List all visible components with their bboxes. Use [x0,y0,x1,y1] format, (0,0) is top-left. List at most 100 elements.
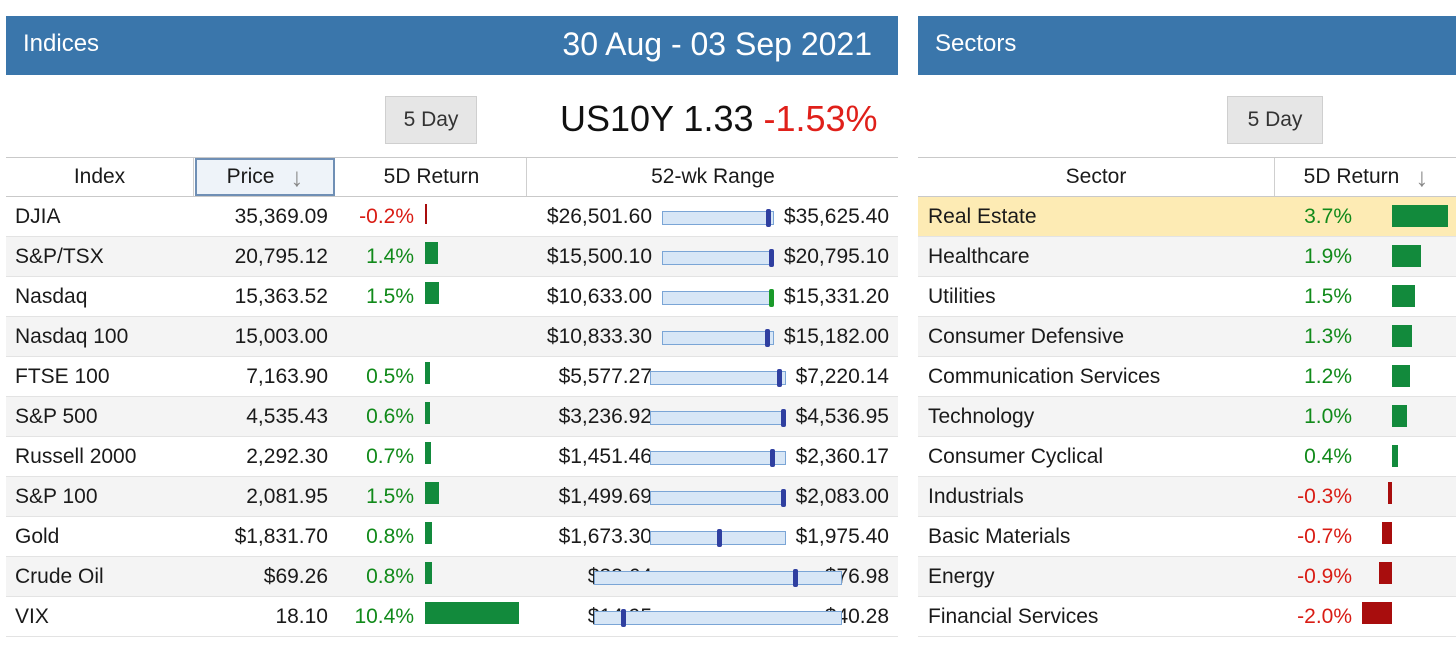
index-price: 2,292.30 [246,445,328,468]
sectors-table-header: Sector 5D Return ↓ [918,157,1456,197]
range-track [650,489,786,507]
col-sector-label: Sector [1065,165,1127,188]
range-high: $20,795.10 [783,245,889,268]
range-high: $35,625.40 [783,205,889,228]
index-name: Crude Oil [15,565,104,588]
range-high: $1,975.40 [795,525,889,548]
index-price: $69.26 [263,565,328,588]
col-sector-return-header[interactable]: 5D Return ↓ [1276,158,1456,196]
index-price: 2,081.95 [246,485,328,508]
table-row[interactable]: Utilities 1.5% [918,277,1456,317]
sector-name: Industrials [928,485,1024,508]
indices-table: Index Price ↓ 5D Return 52-wk Range DJIA… [6,157,898,637]
col-52wk-range-header[interactable]: 52-wk Range [528,158,898,196]
return-bar [425,562,433,584]
range-low: $10,833.30 [546,325,652,348]
col-price-header[interactable]: Price ↓ [195,158,335,196]
index-name: Nasdaq 100 [15,325,129,348]
indices-5day-button[interactable]: 5 Day [385,96,477,144]
table-row[interactable]: Real Estate 3.7% [918,197,1456,237]
col-index-label: Index [73,165,126,188]
table-row[interactable]: Gold $1,831.70 0.8% $1,673.30 $1,975.40 [6,517,898,557]
return-bar [425,522,433,544]
index-price: 15,363.52 [234,285,328,308]
table-row[interactable]: Energy -0.9% [918,557,1456,597]
range-low: $1,673.30 [558,525,652,548]
sector-name: Technology [928,405,1035,428]
range-low: $3,236.92 [558,405,652,428]
range-marker [776,369,782,387]
return-bar [425,282,439,304]
table-row[interactable]: Financial Services -2.0% [918,597,1456,637]
sector-5d-return: -0.7% [1297,525,1352,548]
table-row[interactable]: S&P/TSX 20,795.12 1.4% $15,500.10 $20,795.10 [6,237,898,277]
sector-return-bar [1392,205,1448,227]
range-track [662,289,774,307]
index-price: 20,795.12 [234,245,328,268]
return-bar [425,402,431,424]
index-name: DJIA [15,205,61,228]
us10y-label: US10Y 1.33 [560,98,754,139]
sector-return-bar [1387,482,1392,504]
sectors-rows: Real Estate 3.7% Healthcare 1.9% Utilities 1.… [918,197,1456,637]
sector-5d-return: 1.2% [1304,365,1352,388]
return-bar [425,362,430,384]
table-row[interactable]: Nasdaq 100 15,003.00 $10,833.30 $15,182.00 [6,317,898,357]
sector-5d-return: 1.3% [1304,325,1352,348]
table-row[interactable]: Nasdaq 15,363.52 1.5% $10,633.00 $15,331.20 [6,277,898,317]
table-row[interactable]: S&P 500 4,535.43 0.6% $3,236.92 $4,536.95 [6,397,898,437]
range-low: $5,577.27 [558,365,652,388]
index-5d-return: 1.5% [366,485,414,508]
range-marker [716,529,722,547]
index-price: 7,163.90 [246,365,328,388]
sector-5d-return: 1.9% [1304,245,1352,268]
index-name: S&P 500 [15,405,98,428]
index-name: Russell 2000 [15,445,137,468]
col-index-header[interactable]: Index [6,158,194,196]
index-price: $1,831.70 [234,525,328,548]
indices-header: Indices 30 Aug - 03 Sep 2021 [6,16,898,75]
table-row[interactable]: Consumer Defensive 1.3% [918,317,1456,357]
indices-table-header: Index Price ↓ 5D Return 52-wk Range [6,157,898,197]
sectors-header: Sectors [918,16,1456,75]
table-row[interactable]: Healthcare 1.9% [918,237,1456,277]
col-5d-return-header[interactable]: 5D Return [337,158,527,196]
sector-name: Communication Services [928,365,1161,388]
table-row[interactable]: DJIA 35,369.09 -0.2% $26,501.60 $35,625.40 [6,197,898,237]
table-row[interactable]: Technology 1.0% [918,397,1456,437]
sector-name: Real Estate [928,205,1037,228]
index-name: VIX [15,605,49,628]
index-price: 15,003.00 [234,325,328,348]
sectors-table: Sector 5D Return ↓ Real Estate 3.7% Health… [918,157,1456,637]
table-row[interactable]: Crude Oil$69.260.8%$33.64$76.98 [6,557,898,597]
table-row[interactable]: Russell 2000 2,292.30 0.7% $1,451.46 $2,360.… [6,437,898,477]
sector-5d-return: -0.3% [1297,485,1352,508]
sectors-5day-button[interactable]: 5 Day [1227,96,1323,144]
table-row[interactable]: Industrials -0.3% [918,477,1456,517]
col-sector-header[interactable]: Sector [918,158,1275,196]
sort-down-arrow-icon: ↓ [1415,161,1429,192]
index-5d-return: 0.5% [366,365,414,388]
table-row[interactable]: Basic Materials -0.7% [918,517,1456,557]
index-5d-return: 0.8% [366,565,414,588]
range-track [662,329,774,347]
sector-5d-return: 3.7% [1304,205,1352,228]
sector-return-bar [1378,562,1392,584]
range-marker [620,609,626,627]
table-row[interactable]: Communication Services 1.2% [918,357,1456,397]
range-low: $1,451.46 [558,445,652,468]
range-marker [764,329,770,347]
range-marker [769,249,774,267]
us10y-quote: US10Y 1.33 -1.53% [560,98,878,140]
range-high: $2,083.00 [795,485,889,508]
sector-return-bar [1392,445,1398,467]
sector-name: Energy [928,565,995,588]
table-row[interactable]: Consumer Cyclical 0.4% [918,437,1456,477]
table-row[interactable]: S&P 100 2,081.95 1.5% $1,499.69 $2,083.00 [6,477,898,517]
date-range: 30 Aug - 03 Sep 2021 [562,26,872,62]
range-high: $4,536.95 [795,405,889,428]
range-marker [769,289,774,307]
table-row[interactable]: FTSE 100 7,163.90 0.5% $5,577.27 $7,220.14 [6,357,898,397]
index-5d-return: -0.2% [359,205,414,228]
